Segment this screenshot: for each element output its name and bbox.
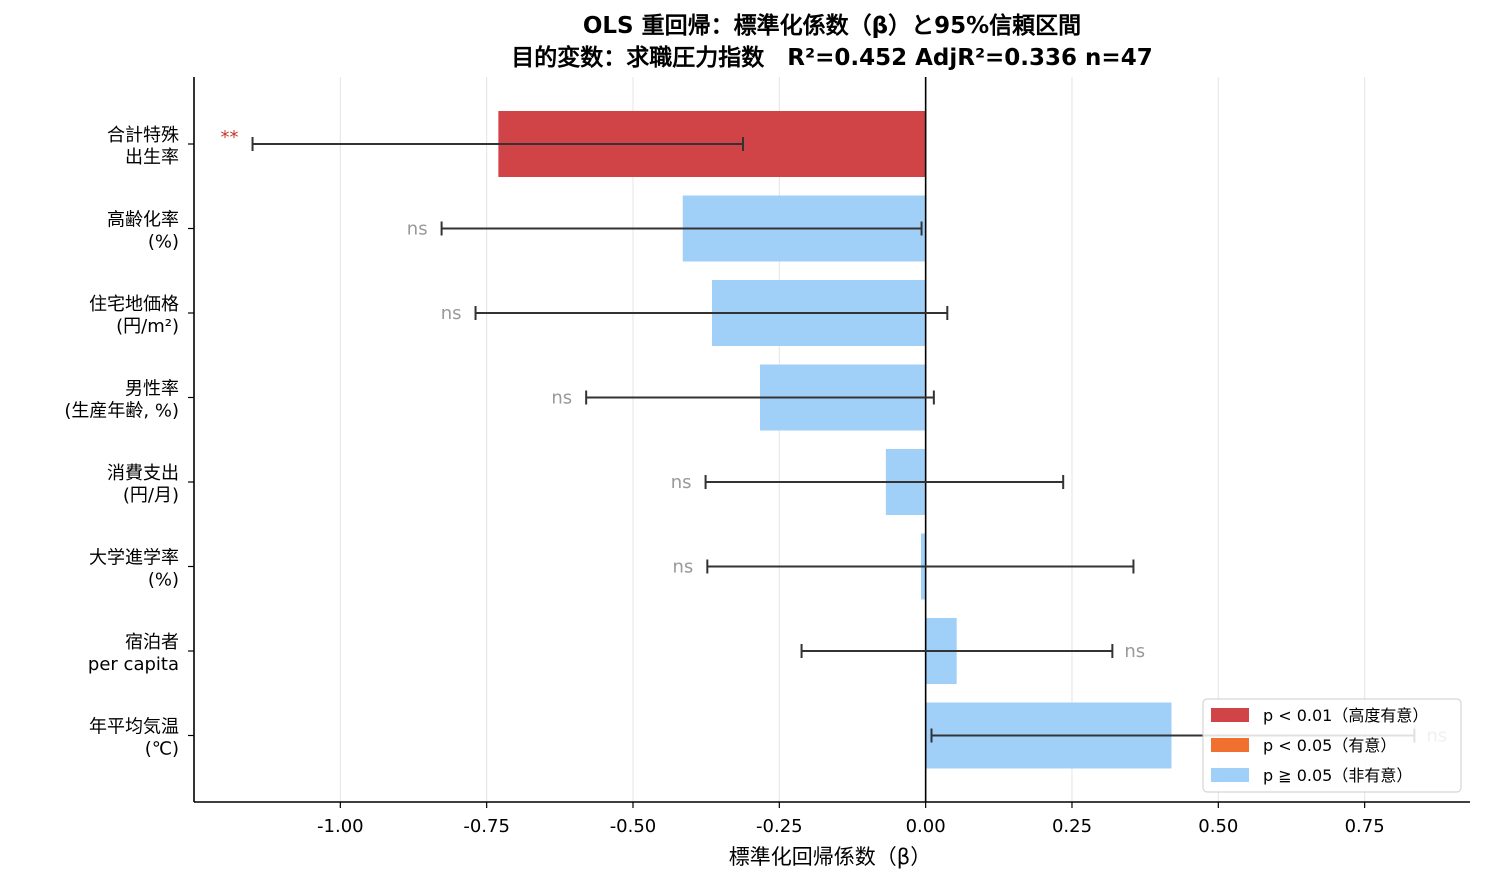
x-axis-label: 標準化回帰係数（β） [729,845,931,869]
y-tick-label: 年平均気温(℃) [89,717,179,760]
y-tick-label-line: (%) [148,232,179,253]
y-tick-label-line: (生産年齢, %) [64,401,179,422]
y-tick-label: 消費支出(円/月) [107,463,179,506]
error-bar [585,390,935,405]
error-bar [704,475,1065,489]
legend-label: p < 0.01（高度有意） [1263,706,1428,725]
significance-label: ns [551,388,572,409]
grid-lines [339,77,1366,802]
x-tick-label: -1.00 [317,816,364,837]
x-tick-label: 0.50 [1198,816,1238,837]
x-tick-label: 0.00 [906,816,946,837]
significance-label: ns [441,303,462,324]
legend-label: p ≧ 0.05（非有意） [1263,766,1412,785]
y-tick-label: 高齢化率(%) [107,210,179,253]
y-tick-label-line: 高齢化率 [107,210,179,231]
chart-title: OLS 重回帰：標準化係数（β）と95%信頼区間 [583,12,1081,39]
significance-label: ** [221,127,239,148]
y-tick-label-line: (℃) [145,739,179,760]
x-tick-label: -0.75 [463,816,510,837]
legend-swatch [1211,708,1249,722]
legend-swatch [1211,738,1249,752]
x-tick-label: 0.25 [1052,816,1092,837]
y-tick-label: 男性率(生産年齢, %) [64,379,179,422]
y-tick-label-line: 宿泊者 [125,632,179,653]
y-tick-label-line: (円/月) [123,485,179,506]
error-bar [706,559,1135,574]
y-tick-label: 住宅地価格(円/m²) [89,294,179,337]
y-tick-label-line: (%) [148,570,179,591]
error-bar [474,306,949,320]
axes [188,77,1470,808]
x-tick-label: -0.25 [756,816,803,837]
error-bar [440,221,923,236]
x-tick-label: -0.50 [610,816,657,837]
significance-label: ns [407,219,428,240]
y-tick-label-line: per capita [88,654,179,675]
legend-label: p < 0.05（有意） [1263,736,1396,755]
y-tick-label-line: 住宅地価格 [89,294,179,315]
legend-swatch [1211,768,1249,782]
significance-label: ns [673,557,694,578]
y-tick-label-line: 男性率 [125,379,179,400]
y-tick-label-line: (円/m²) [116,316,179,337]
legend-frame [1202,698,1462,793]
bars [498,111,1172,769]
x-tick-labels: -1.00 -0.75 -0.50 -0.25 0.00 0.25 0.50 0.75 [317,816,1385,837]
y-tick-label: 合計特殊出生率 [107,125,179,168]
y-tick-label: 大学進学率(%) [89,548,179,591]
chart-subtitle: 目的変数：求職圧力指数 R²=0.452 AdjR²=0.336 n=47 [511,44,1152,71]
y-tick-label: 宿泊者 per capita [88,632,179,675]
error-bar [800,644,1114,658]
x-tick-label: 0.75 [1345,816,1385,837]
significance-label: ns [1124,641,1145,662]
significance-label: ns [671,472,692,493]
y-tick-label-line: 消費支出 [107,463,179,484]
error-bar [251,137,745,151]
y-tick-label-line: 年平均気温 [89,717,179,738]
y-tick-label-line: 大学進学率 [89,548,179,569]
y-tick-label-line: 出生率 [125,147,179,168]
legend: p < 0.01（高度有意） p < 0.05（有意） p ≧ 0.05（非有意） [1202,698,1462,793]
y-tick-label-line: 合計特殊 [107,125,179,146]
significance-labels: **nsnsnsnsnsnsns [221,127,1448,747]
